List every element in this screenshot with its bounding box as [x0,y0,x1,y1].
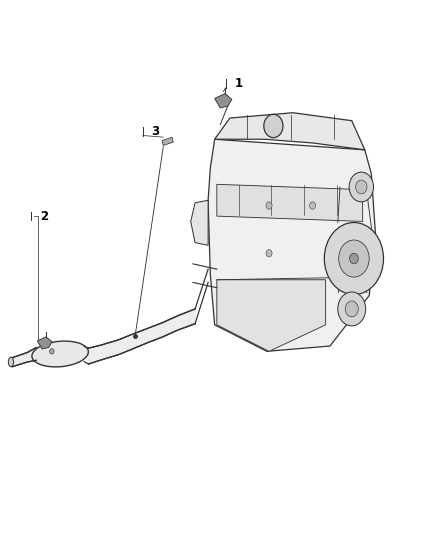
Circle shape [310,202,316,209]
Polygon shape [37,337,52,349]
Polygon shape [208,139,376,351]
Polygon shape [217,280,325,351]
Circle shape [266,249,272,257]
Circle shape [349,172,374,202]
Circle shape [356,180,367,194]
Circle shape [345,301,358,317]
Polygon shape [217,184,363,221]
Circle shape [350,253,358,264]
Polygon shape [162,138,173,146]
Polygon shape [191,200,208,245]
Circle shape [264,114,283,138]
Polygon shape [88,309,195,364]
Ellipse shape [8,357,14,367]
Circle shape [266,202,272,209]
Polygon shape [215,94,232,108]
Ellipse shape [32,341,88,367]
Circle shape [338,292,366,326]
Text: 2: 2 [40,209,48,223]
Text: 1: 1 [234,77,242,90]
Polygon shape [215,113,365,150]
Circle shape [324,222,384,295]
Polygon shape [12,348,36,367]
Circle shape [49,349,54,354]
Circle shape [339,240,369,277]
Text: 3: 3 [152,125,160,138]
